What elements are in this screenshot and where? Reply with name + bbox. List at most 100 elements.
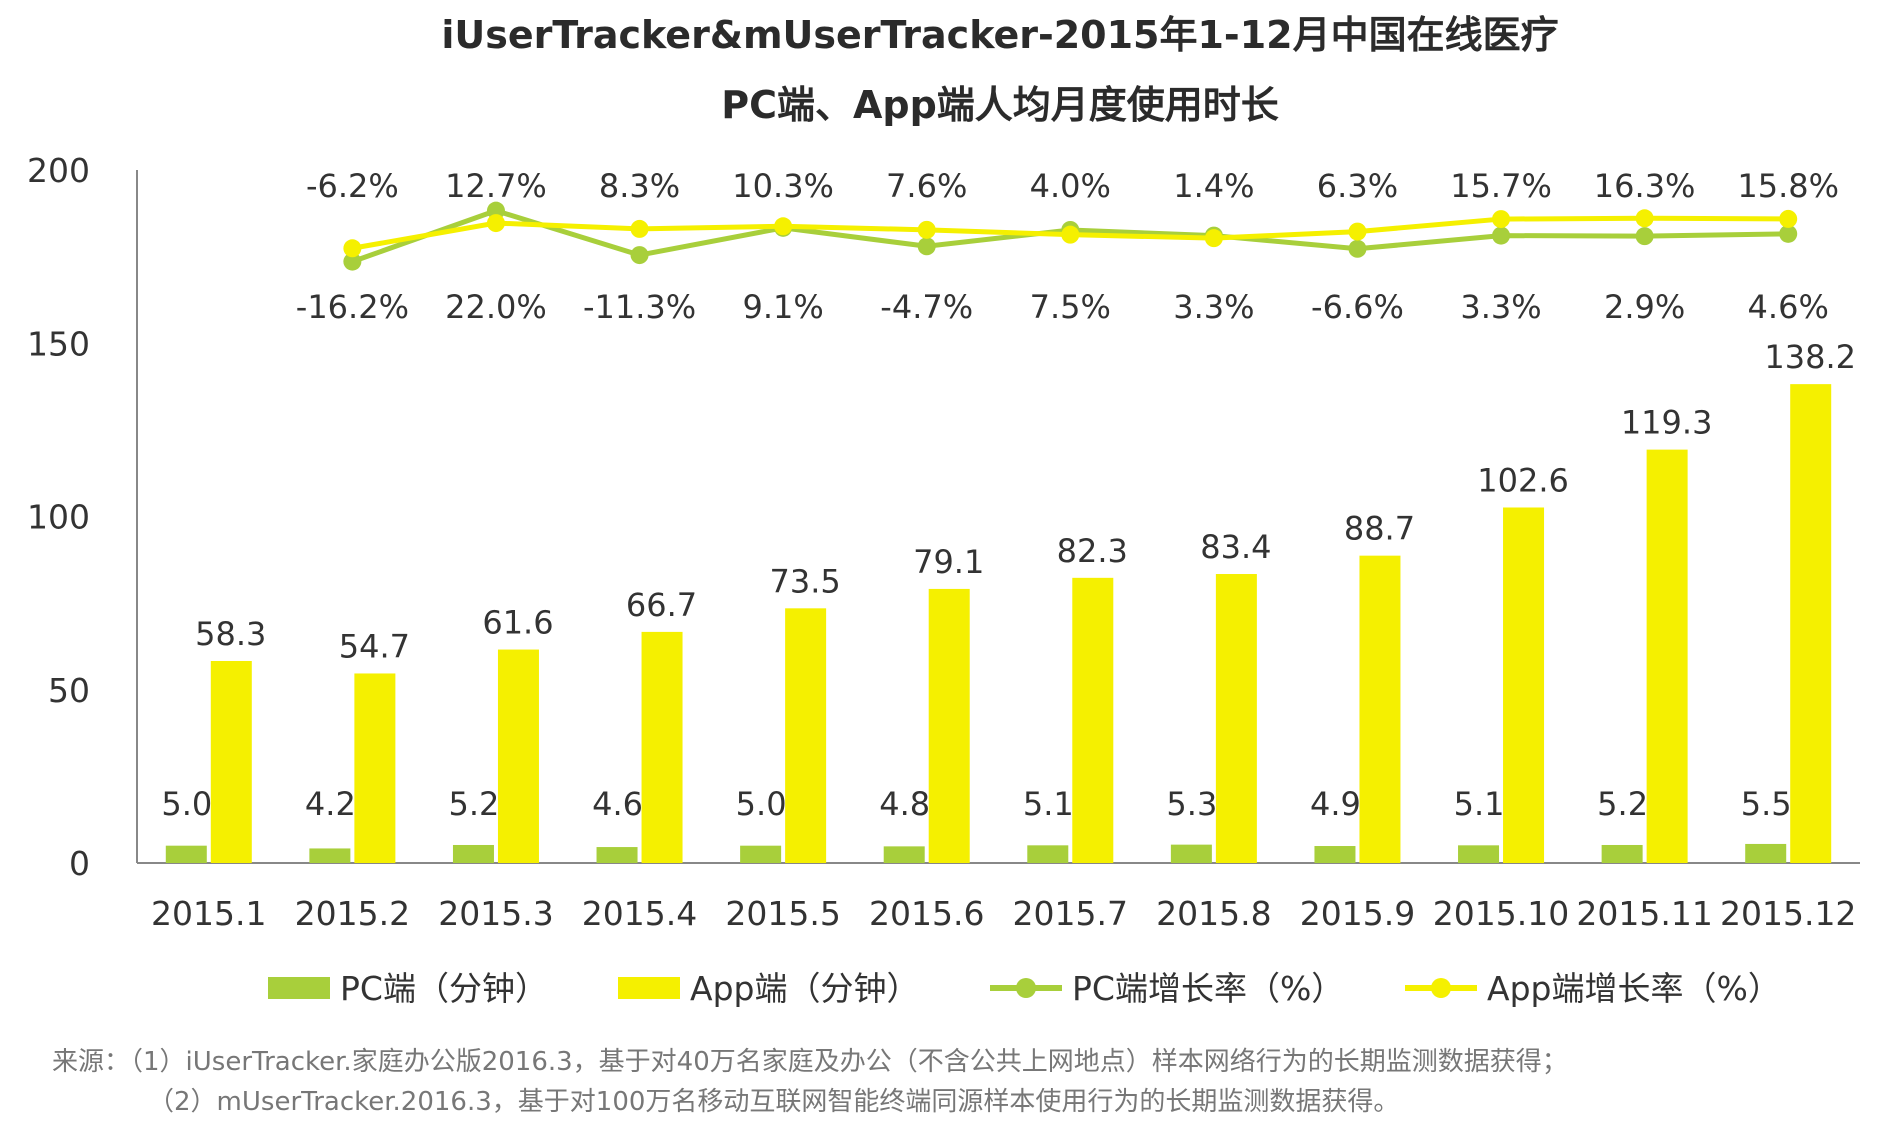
pc-growth-point <box>1348 239 1367 258</box>
pc-growth-point <box>1779 224 1798 243</box>
app-growth-point <box>1204 229 1223 248</box>
app-bar <box>1215 574 1257 863</box>
pc-bar-label: 5.2 <box>449 785 500 823</box>
app-bar <box>641 631 683 863</box>
app-bar-label: 83.4 <box>1200 528 1271 566</box>
pc-bar <box>1458 845 1500 863</box>
app-growth-point <box>1635 209 1654 228</box>
x-tick-label: 2015.7 <box>1013 894 1128 933</box>
pc-bar <box>1027 845 1069 863</box>
app-growth-label: -6.2% <box>306 167 399 205</box>
pc-bar <box>452 844 494 863</box>
pc-bar-label: 5.1 <box>1454 785 1505 823</box>
pc-bar-label: 5.5 <box>1741 785 1792 823</box>
app-growth-point <box>343 239 362 258</box>
legend-swatch <box>268 977 330 999</box>
legend-label: App端（分钟） <box>690 969 919 1008</box>
x-tick-label: 2015.12 <box>1720 894 1856 933</box>
app-bar-label: 73.5 <box>770 562 841 600</box>
app-growth-point <box>1492 210 1511 229</box>
y-tick-label: 200 <box>27 151 90 190</box>
plot-area: 0 50 100 150 200 2015.1 2015.2 2015.3 2015.4 2015… <box>27 151 1860 933</box>
pc-bar <box>596 847 638 863</box>
pc-growth-label: 4.6% <box>1748 288 1829 326</box>
app-bar <box>354 673 396 863</box>
pc-bar <box>165 845 207 863</box>
legend-swatch-marker <box>1016 978 1036 998</box>
x-tick-label: 2015.10 <box>1433 894 1569 933</box>
app-bar <box>1646 449 1688 863</box>
app-growth-label: 12.7% <box>445 167 547 205</box>
legend-label: App端增长率（%） <box>1487 969 1781 1008</box>
pc-bar <box>883 846 925 863</box>
y-tick-label: 50 <box>48 671 90 710</box>
pc-growth-point <box>917 237 936 256</box>
legend-label: PC端（分钟） <box>340 969 548 1008</box>
x-tick-label: 2015.8 <box>1156 894 1271 933</box>
app-bar-label: 88.7 <box>1344 510 1415 548</box>
legend-label: PC端增长率（%） <box>1072 969 1344 1008</box>
pc-bar <box>1170 844 1212 863</box>
x-tick-label: 2015.11 <box>1576 894 1712 933</box>
app-growth-label: 15.8% <box>1737 167 1839 205</box>
app-growth-point <box>630 219 649 238</box>
pc-bar <box>309 848 351 863</box>
pc-bar-label: 4.6 <box>592 785 643 823</box>
pc-growth-label: 22.0% <box>445 288 547 326</box>
pc-growth-point <box>343 252 362 271</box>
source-line-2: （2）mUserTracker.2016.3，基于对100万名移动互联网智能终端… <box>148 1087 1399 1117</box>
app-growth-label: 15.7% <box>1450 167 1552 205</box>
app-growth-label: 4.0% <box>1030 167 1111 205</box>
app-growth-point <box>774 217 793 236</box>
app-bar <box>1503 507 1545 863</box>
app-bar-label: 58.3 <box>195 615 266 653</box>
app-growth-point <box>917 220 936 239</box>
app-growth-label: 16.3% <box>1594 167 1696 205</box>
source-note: 来源：（1）iUserTracker.家庭办公版2016.3，基于对40万名家庭… <box>52 1047 1568 1117</box>
app-growth-point <box>1061 225 1080 244</box>
x-tick-label: 2015.2 <box>295 894 410 933</box>
y-tick-label: 150 <box>27 324 90 363</box>
pc-bar-label: 5.0 <box>161 785 212 823</box>
pc-bar-label: 5.2 <box>1597 785 1648 823</box>
pc-bar <box>1314 846 1356 863</box>
app-growth-label: 7.6% <box>886 167 967 205</box>
pc-growth-point <box>1492 226 1511 245</box>
y-tick-label: 0 <box>69 844 90 883</box>
pc-growth-label: 7.5% <box>1030 288 1111 326</box>
pc-bar <box>1745 843 1787 863</box>
app-growth-label: 6.3% <box>1317 167 1398 205</box>
app-bar-label: 119.3 <box>1621 404 1713 442</box>
app-bar-label: 79.1 <box>913 543 984 581</box>
app-growth-label: 8.3% <box>599 167 680 205</box>
pc-bar <box>740 845 782 863</box>
pc-growth-point <box>630 246 649 265</box>
pc-growth-label: 3.3% <box>1460 288 1541 326</box>
app-bar-label: 66.7 <box>626 586 697 624</box>
pc-bar-label: 4.8 <box>879 785 930 823</box>
x-tick-label: 2015.9 <box>1300 894 1415 933</box>
pc-bar-label: 5.3 <box>1166 785 1217 823</box>
app-bar <box>1072 577 1114 863</box>
chart-subtitle: PC端、App端人均月度使用时长 <box>721 83 1279 127</box>
app-bar-label: 102.6 <box>1477 461 1569 499</box>
app-bar-label: 138.2 <box>1764 338 1856 376</box>
pc-growth-label: 3.3% <box>1173 288 1254 326</box>
x-tick-label: 2015.1 <box>151 894 266 933</box>
x-tick-label: 2015.4 <box>582 894 697 933</box>
pc-bar-label: 5.0 <box>736 785 787 823</box>
pc-growth-label: 2.9% <box>1604 288 1685 326</box>
app-bar <box>1790 384 1832 863</box>
app-bar <box>497 649 539 863</box>
pc-bar-label: 4.9 <box>1310 785 1361 823</box>
app-growth-label: 1.4% <box>1173 167 1254 205</box>
pc-growth-label: -16.2% <box>296 288 409 326</box>
legend-swatch <box>618 977 680 999</box>
pc-bar-label: 5.1 <box>1023 785 1074 823</box>
y-tick-label: 100 <box>27 498 90 537</box>
app-bar <box>785 608 827 863</box>
app-growth-point <box>1348 222 1367 241</box>
x-tick-label: 2015.5 <box>725 894 840 933</box>
pc-growth-label: 9.1% <box>742 288 823 326</box>
